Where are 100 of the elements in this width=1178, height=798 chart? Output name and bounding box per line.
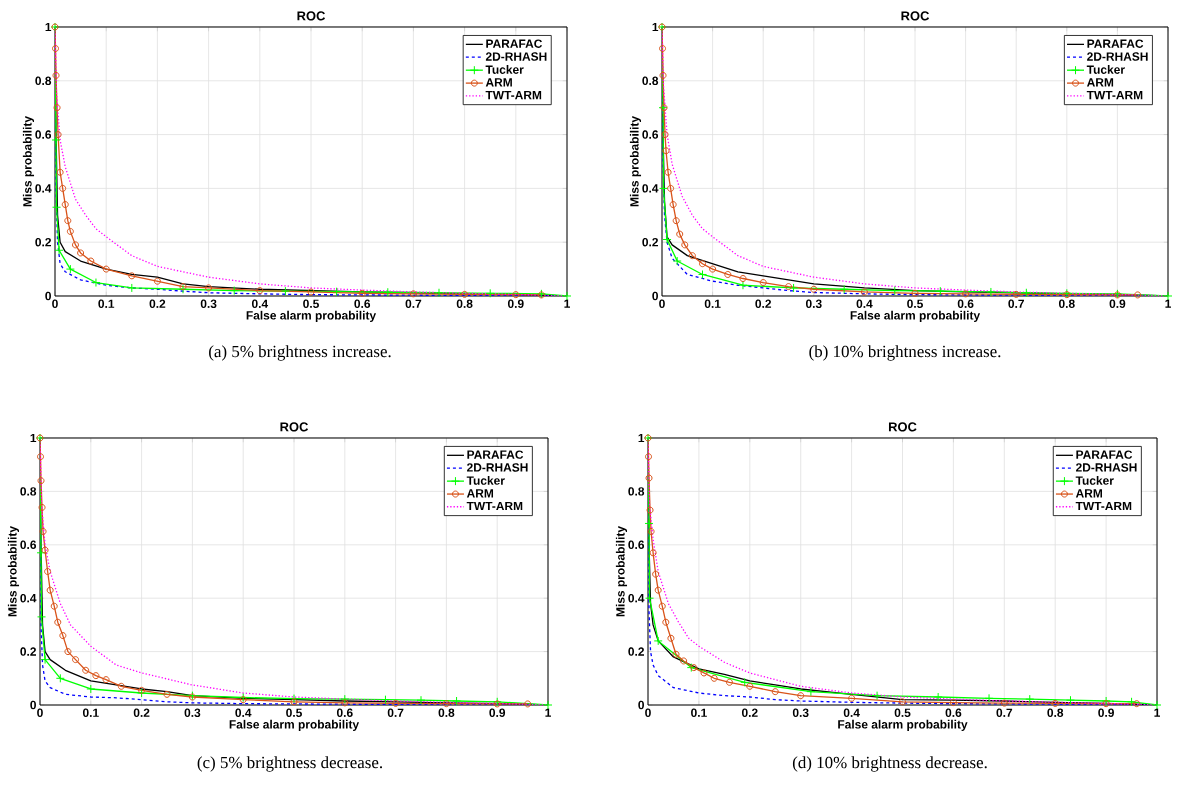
x-tick-label: 0.3 [792,708,809,718]
legend-label: PARAFAC [486,39,543,48]
legend-label: Tucker [466,476,505,485]
x-tick-label: 0.2 [133,708,150,717]
x-tick-label: 0.8 [1047,708,1064,717]
x-tick-label: 0.7 [405,299,422,308]
legend-label: PARAFAC [467,450,524,459]
x-tick-label: 0.2 [149,299,166,308]
x-tick-label: 0.9 [1098,708,1114,717]
legend-label: PARAFAC [1076,450,1133,459]
x-tick-label: 0.1 [98,299,115,308]
chart-title: ROC [888,422,917,432]
x-tick-label: 0.4 [251,299,269,308]
y-tick-label: 0.8 [20,487,37,496]
chart-title: ROC [280,422,309,432]
legend-label: Tucker [1075,476,1114,485]
y-tick-label: 0.4 [35,184,52,193]
x-tick-label: 0.5 [286,708,302,717]
y-tick-label: 0.8 [35,76,52,86]
x-axis-title: False alarm probability [229,719,360,731]
y-tick-label: 0.8 [642,76,659,86]
y-axis-title: Miss probability [22,116,35,207]
chart-title: ROC [901,11,930,21]
x-tick-label: 0.4 [856,299,873,308]
legend-label: ARM [1086,78,1114,87]
legend-label: Tucker [1086,65,1125,74]
y-tick-label: 0.4 [642,184,659,193]
x-tick-label: 0.8 [456,299,473,308]
x-tick-label: 0.8 [438,708,455,717]
x-tick-label: 1 [1154,708,1160,717]
x-tick-label: 0 [659,299,665,308]
y-tick-label: 0.2 [642,237,659,247]
x-tick-label: 1 [545,708,551,717]
legend-label: ARM [1075,489,1102,498]
x-tick-label: 0.4 [843,708,860,717]
x-tick-label: 0.3 [805,299,822,308]
x-tick-label: 0.6 [945,708,962,717]
y-tick-label: 0.8 [628,487,645,496]
x-tick-label: 0.2 [741,708,758,717]
x-tick-label: 0.8 [1058,299,1075,308]
x-tick-label: 0.1 [691,708,707,717]
y-tick-label: 0.2 [628,647,645,656]
y-tick-label: 1 [638,433,645,443]
y-tick-label: 0.4 [628,593,645,603]
y-tick-label: 1 [30,433,37,443]
y-tick-label: 0.2 [20,647,36,656]
x-tick-label: 0.6 [336,708,353,717]
y-tick-label: 0.6 [628,540,645,550]
y-tick-label: 1 [45,22,52,32]
legend-label: Tucker [485,65,524,74]
y-tick-label: 1 [652,22,659,32]
legend-label: 2D-RHASH [1087,52,1148,61]
y-axis-title: Miss probability [615,526,628,617]
x-tick-label: 0.1 [82,708,99,717]
chart-title: ROC [297,11,326,21]
y-tick-label: 0 [652,291,658,301]
x-axis-title: False alarm probability [850,310,981,322]
legend-label: ARM [485,78,512,87]
legend-label: TWT-ARM [485,90,542,100]
text: (d) 10% brightness decrease. [792,756,987,772]
legend-label: 2D-RHASH [485,52,547,61]
x-tick-label: 0.6 [354,299,371,308]
legend-label: PARAFAC [1087,39,1144,48]
y-tick-label: 0 [45,291,51,301]
x-tick-label: 1 [564,299,570,308]
y-tick-label: 0.6 [20,540,37,550]
x-tick-label: 0.1 [704,299,721,308]
y-tick-label: 0.4 [20,593,37,603]
x-tick-label: 0.9 [507,299,524,308]
y-tick-label: 0.6 [642,130,659,139]
x-tick-label: 0.5 [907,299,923,308]
y-tick-label: 0 [638,700,644,710]
y-tick-label: 0 [30,700,36,710]
legend-label: TWT-ARM [1086,90,1143,100]
y-tick-label: 0.6 [35,130,52,139]
x-tick-label: 0.5 [894,708,911,717]
x-tick-label: 0.4 [235,708,252,717]
x-tick-label: 0.7 [1008,299,1024,308]
legend-label: 2D-RHASH [467,463,528,472]
legend-label: ARM [466,489,494,498]
x-axis-title: False alarm probability [838,719,968,731]
y-axis-title: Miss probability [629,116,642,207]
x-axis-title: False alarm probability [246,310,377,322]
x-tick-label: 0.3 [200,299,217,308]
text: (a) 5% brightness increase. [209,345,391,361]
x-tick-label: 0 [52,299,58,308]
x-tick-label: 1 [1165,299,1171,308]
text: (b) 10% brightness increase. [809,345,1001,361]
x-tick-label: 0.2 [755,299,772,308]
x-tick-label: 0.9 [1109,299,1126,308]
y-axis-title: Miss probability [7,526,20,617]
x-tick-label: 0.7 [996,708,1013,717]
x-tick-label: 0.7 [387,708,404,717]
text: (c) 5% brightness decrease. [197,756,383,772]
x-tick-label: 0.6 [957,299,974,308]
legend-label: TWT-ARM [1075,501,1132,511]
x-tick-label: 0.5 [303,299,319,308]
x-tick-label: 0.3 [184,708,201,718]
legend-label: 2D-RHASH [1076,463,1137,472]
y-tick-label: 0.2 [35,237,51,247]
